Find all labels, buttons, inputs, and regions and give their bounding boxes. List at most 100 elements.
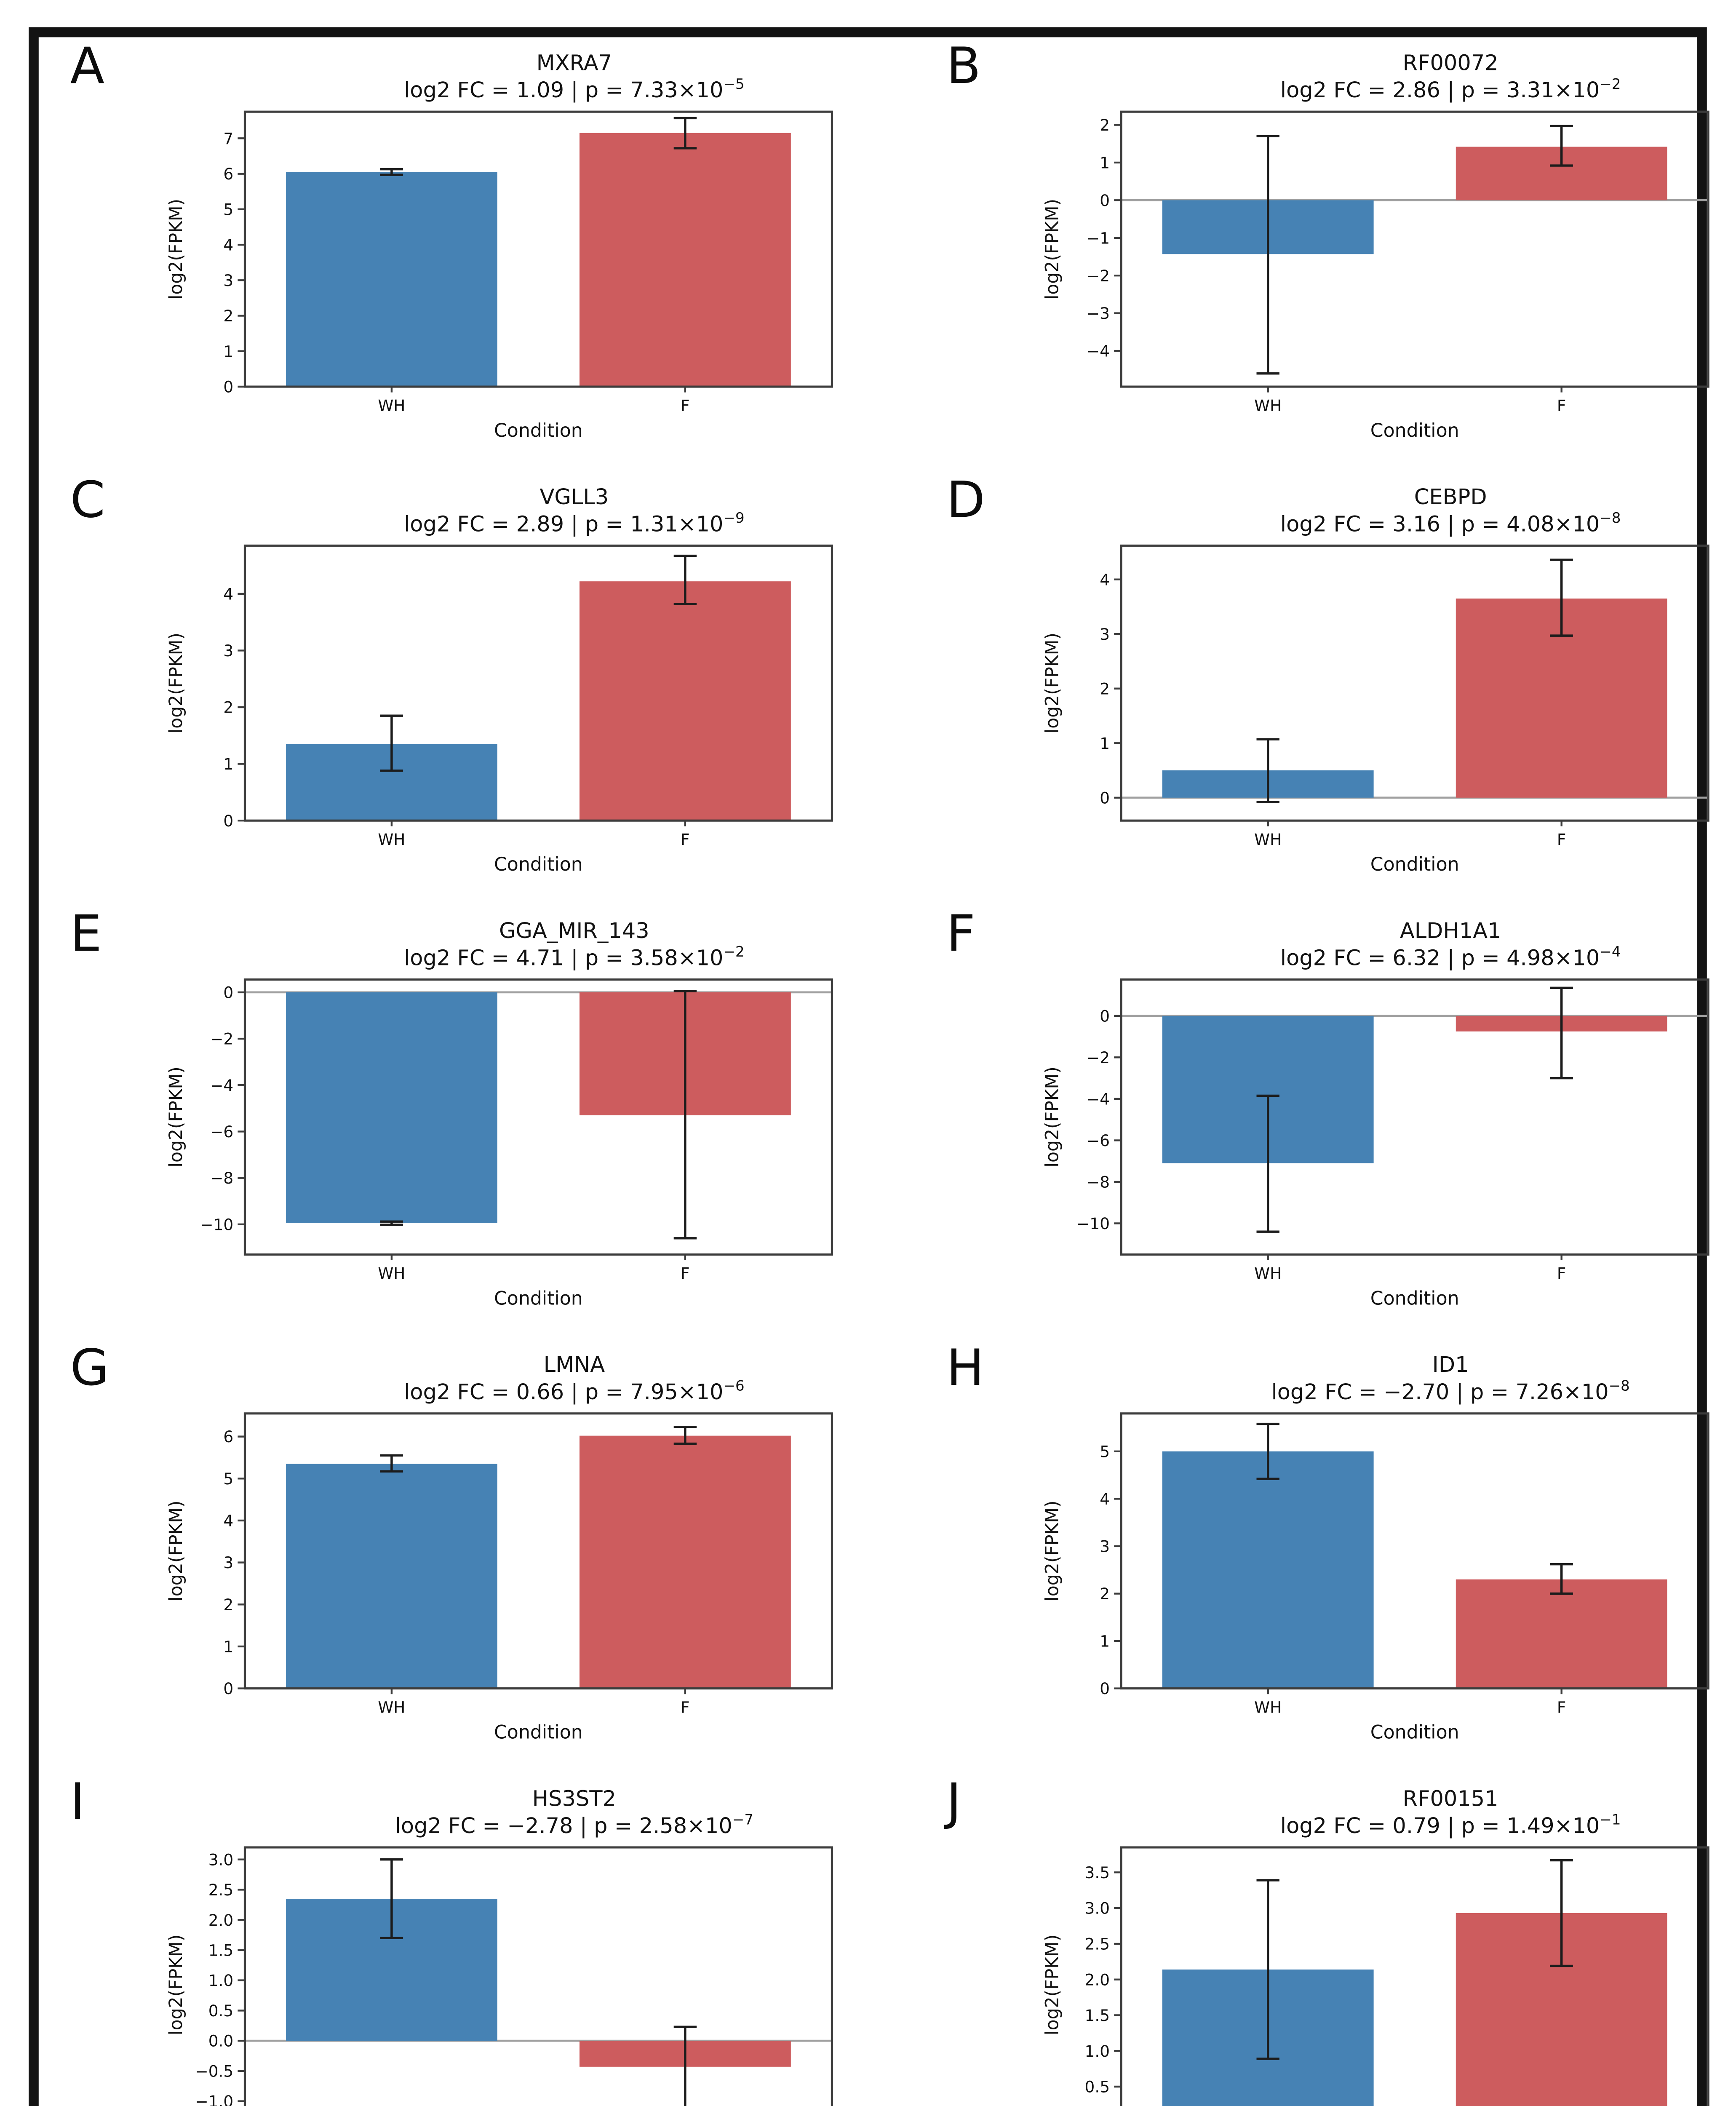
y-tick-label: 3: [223, 1553, 233, 1571]
p-exponent: −9: [723, 510, 745, 527]
y-tick-label: 2.0: [208, 1911, 233, 1929]
y-tick-label: 1.0: [208, 1971, 233, 1989]
p-exponent: −8: [1608, 1379, 1630, 1395]
chart-subtitle: log2 FC = 6.32 | p = 4.98×10−4: [1110, 945, 1736, 970]
y-tick-label: 4: [223, 1511, 233, 1530]
chart-subtitle: log2 FC = 1.09 | p = 7.33×10−5: [233, 77, 915, 103]
y-tick-label: −10: [1076, 1214, 1110, 1232]
subtitle-text: log2 FC = 3.16 | p = 4.08×10: [1280, 510, 1600, 537]
panel-letter-A: A: [70, 38, 105, 96]
panel-letter-D: D: [946, 473, 986, 530]
x-axis-label: Condition: [1370, 1288, 1459, 1309]
y-tick-label: 0.0: [208, 2031, 233, 2050]
y-tick-label: 0: [223, 983, 233, 1002]
subtitle-text: log2 FC = 0.79 | p = 1.49×10: [1280, 1812, 1600, 1839]
chart-title: GGA_MIR_143: [499, 918, 649, 944]
y-tick-label: 7: [223, 129, 233, 147]
x-tick-label: WH: [1254, 1264, 1282, 1282]
bar-chart-C: 0 1 2 3 4 WH F Condition log2(FPKM): [166, 544, 833, 875]
panel-letter-C: C: [70, 473, 105, 530]
y-tick-label: 1: [223, 754, 233, 773]
x-axis-label: Condition: [494, 420, 583, 441]
bar-chart-I: −1.0−0.50.00.51.01.52.02.53.0WHFConditio…: [166, 1846, 833, 2106]
y-tick-label: 3: [1100, 1537, 1110, 1555]
y-axis-label: log2(FPKM): [166, 1066, 187, 1167]
bar-F: [1456, 1579, 1667, 1688]
y-tick-label: −10: [200, 1215, 233, 1234]
chart-title: ID1: [1432, 1352, 1469, 1378]
y-tick-label: 2: [223, 306, 233, 325]
p-exponent: −2: [723, 945, 745, 961]
y-axis-label: log2(FPKM): [1042, 1500, 1063, 1601]
panel-letter-J: J: [946, 1774, 961, 1832]
p-exponent: −8: [1600, 510, 1621, 527]
panel-I: I HS3ST2 log2 FC = −2.78 | p = 2.58×10−7…: [39, 1776, 915, 2106]
panel-letter-G: G: [70, 1340, 109, 1398]
panel-header: MXRA7 log2 FC = 1.09 | p = 7.33×10−5: [162, 50, 915, 103]
subtitle-text: log2 FC = 1.09 | p = 7.33×10: [404, 77, 724, 103]
y-tick-label: 0: [1100, 788, 1110, 807]
plot-box: [1120, 1846, 1709, 2106]
bar-WH: [1162, 1451, 1374, 1688]
p-exponent: −4: [1600, 945, 1621, 961]
y-tick-label: 1: [1100, 153, 1110, 172]
plot-box: [1120, 110, 1709, 388]
y-tick-label: 1.5: [1085, 2006, 1110, 2024]
p-exponent: −6: [723, 1379, 745, 1395]
y-tick-label: 3.0: [1085, 1899, 1110, 1917]
y-tick-label: 2: [223, 698, 233, 716]
bar-F: [579, 1435, 791, 1688]
y-tick-label: 0: [223, 377, 233, 396]
y-tick-label: −2: [210, 1029, 233, 1048]
subtitle-text: log2 FC = 6.32 | p = 4.98×10: [1280, 945, 1600, 971]
bar-chart-D: 0 1 2 3 4 WH F Condition log2(FPKM): [1042, 544, 1709, 875]
chart-subtitle: log2 FC = 0.66 | p = 7.95×10−6: [233, 1379, 915, 1404]
y-tick-label: 2.5: [208, 1880, 233, 1899]
bar-chart-G: 0 1 2 3 4 5 6 WH F Condition log2(FPKM): [166, 1412, 833, 1743]
panel-header: HS3ST2 log2 FC = −2.78 | p = 2.58×10−7: [162, 1786, 915, 1839]
y-tick-label: 1: [223, 1637, 233, 1656]
panel-A: A MXRA7 log2 FC = 1.09 | p = 7.33×10−5 0…: [39, 40, 915, 474]
y-tick-label: −1: [1087, 229, 1110, 247]
panel-J: J RF00151 log2 FC = 0.79 | p = 1.49×10−1…: [915, 1776, 1736, 2106]
bar-chart-H: 0 1 2 3 4 5 WH F Condition log2(FPKM): [1042, 1412, 1709, 1743]
y-tick-label: 2: [1100, 1584, 1110, 1603]
figure-border: A MXRA7 log2 FC = 1.09 | p = 7.33×10−5 0…: [29, 27, 1709, 2106]
bar-WH: [286, 1463, 497, 1688]
x-tick-label: F: [681, 1264, 690, 1282]
y-tick-label: −4: [210, 1076, 233, 1094]
y-tick-label: 0.5: [208, 2001, 233, 2020]
subtitle-text: log2 FC = −2.78 | p = 2.58×10: [395, 1812, 732, 1839]
y-tick-label: 2.0: [1085, 1970, 1110, 1988]
y-axis-label: log2(FPKM): [166, 1500, 187, 1601]
y-tick-label: 1.5: [208, 1941, 233, 1959]
plot-box: [243, 1412, 833, 1689]
y-tick-label: 4: [223, 585, 233, 603]
chart-title: ALDH1A1: [1399, 918, 1501, 944]
panel-header: CEBPD log2 FC = 3.16 | p = 4.08×10−8: [1038, 484, 1736, 537]
y-tick-label: 6: [223, 1427, 233, 1446]
panel-letter-E: E: [70, 906, 102, 964]
y-tick-label: 0: [1100, 1679, 1110, 1697]
bar-chart-B: −4 −3 −2 −1 0 1 2 WH F Condition log2(FPKM): [1042, 110, 1709, 441]
y-tick-label: 0: [1100, 191, 1110, 209]
panel-letter-B: B: [946, 38, 981, 96]
panel-letter-I: I: [70, 1774, 85, 1832]
y-tick-label: 1.0: [1085, 2042, 1110, 2060]
x-tick-label: WH: [378, 396, 405, 414]
chart-subtitle: log2 FC = −2.78 | p = 2.58×10−7: [233, 1813, 915, 1839]
chart-subtitle: log2 FC = 4.71 | p = 3.58×10−2: [233, 945, 915, 970]
bar-chart-E: −10 −8 −6 −4 −2 0 WH F Condition log2(FPKM): [166, 978, 833, 1309]
y-tick-label: −6: [1087, 1131, 1110, 1149]
x-tick-label: WH: [378, 1264, 405, 1282]
plot-box: [243, 978, 833, 1256]
bar-F: [579, 132, 791, 387]
chart-subtitle: log2 FC = 2.89 | p = 1.31×10−9: [233, 511, 915, 537]
y-axis-label: log2(FPKM): [1042, 1934, 1063, 2035]
panel-F: F ALDH1A1 log2 FC = 6.32 | p = 4.98×10−4…: [915, 908, 1736, 1342]
chart-title: HS3ST2: [532, 1785, 616, 1812]
subtitle-text: log2 FC = 0.66 | p = 7.95×10: [404, 1379, 724, 1405]
subtitle-text: log2 FC = 2.86 | p = 3.31×10: [1280, 77, 1600, 103]
y-tick-label: 6: [223, 164, 233, 183]
